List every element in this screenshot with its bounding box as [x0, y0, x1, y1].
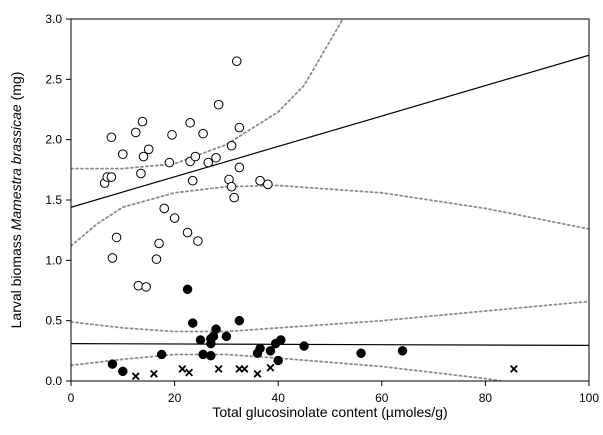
data-point-open-circle — [138, 151, 149, 162]
axes: 0 20 40 60 80 100 0.0 0.5 1.0 1.5 2.0 2.5 3.0 Total… — [8, 12, 599, 420]
data-point-open-circle — [137, 116, 148, 127]
data-point-cross — [131, 372, 140, 381]
data-point-filled-circle — [195, 335, 206, 345]
x-tick-label: 60 — [375, 391, 389, 405]
confidence-band-lower — [71, 184, 589, 247]
confidence-band-lower — [71, 353, 502, 381]
data-point-open-circle — [107, 253, 118, 263]
x-axis-label: Total glucosinolate content (µmoles/g) — [212, 404, 447, 420]
data-point-open-circle — [167, 130, 177, 140]
data-point-filled-circle — [156, 349, 167, 360]
y-axis-label: Larval biomass Mamestra brassicae (mg) — [8, 72, 24, 329]
data-point-open-circle — [198, 128, 208, 139]
regression-layer — [71, 19, 589, 381]
y-axis-label-prefix: Larval biomass — [8, 230, 24, 328]
data-point-open-circle — [154, 238, 164, 249]
data-point-open-circle — [226, 140, 237, 151]
x-tick-label: 40 — [272, 391, 286, 405]
data-point-open-circle — [151, 254, 162, 264]
y-axis-label-species: Mamestra brassicae — [8, 104, 24, 230]
data-point-cross — [253, 369, 262, 378]
data-point-open-circle — [118, 149, 128, 159]
data-point-filled-circle — [221, 331, 232, 342]
data-point-filled-circle — [187, 318, 198, 328]
data-point-cross — [214, 364, 223, 373]
y-tick-label: 0.5 — [45, 314, 62, 328]
x-tick-label: 20 — [168, 391, 182, 405]
data-points-layer — [99, 56, 518, 381]
x-tick-label: 80 — [479, 391, 493, 405]
y-tick-label: 2.0 — [45, 133, 62, 147]
confidence-band-upper — [71, 19, 344, 170]
y-tick-label: 1.0 — [45, 253, 62, 267]
y-tick-label: 3.0 — [45, 12, 62, 26]
data-point-filled-circle — [273, 355, 283, 366]
data-point-filled-circle — [198, 349, 208, 360]
data-point-open-circle — [164, 157, 175, 168]
data-point-filled-circle — [299, 341, 309, 351]
data-point-open-circle — [187, 175, 198, 186]
data-point-open-circle — [143, 144, 154, 155]
data-point-filled-circle — [211, 324, 221, 334]
data-point-open-circle — [229, 192, 239, 203]
y-axis-ticks: 0.0 0.5 1.0 1.5 2.0 2.5 3.0 — [45, 12, 71, 388]
data-point-cross — [266, 363, 275, 372]
data-point-open-circle — [130, 127, 141, 138]
data-point-filled-circle — [356, 348, 366, 358]
data-point-filled-circle — [276, 335, 286, 345]
data-point-filled-circle — [255, 343, 265, 354]
y-tick-label: 1.5 — [45, 193, 62, 207]
data-point-open-circle — [185, 117, 195, 128]
data-point-open-circle — [213, 99, 224, 110]
data-point-open-circle — [255, 175, 265, 186]
data-point-open-circle — [182, 227, 193, 238]
data-point-open-circle — [231, 56, 242, 67]
data-point-filled-circle — [182, 284, 193, 295]
data-point-filled-circle — [107, 359, 118, 369]
y-axis-label-unit: (mg) — [8, 72, 24, 105]
x-tick-label: 100 — [579, 391, 599, 405]
data-point-open-circle — [106, 172, 117, 182]
data-point-open-circle — [133, 280, 144, 291]
regression-line — [71, 54, 589, 208]
x-tick-label: 0 — [68, 391, 75, 405]
y-tick-label: 2.5 — [45, 72, 62, 86]
data-point-cross — [240, 364, 249, 373]
data-point-filled-circle — [234, 315, 245, 326]
data-point-open-circle — [136, 168, 146, 179]
data-point-filled-circle — [397, 346, 408, 356]
data-point-open-circle — [211, 152, 221, 163]
data-point-cross — [149, 369, 158, 378]
data-point-filled-circle — [206, 350, 216, 361]
data-point-open-circle — [190, 151, 201, 162]
confidence-band-upper — [71, 300, 589, 333]
data-point-open-circle — [141, 282, 151, 292]
y-tick-label: 0.0 — [45, 374, 62, 388]
data-point-open-circle — [234, 122, 245, 133]
data-point-cross — [509, 364, 518, 373]
data-point-open-circle — [111, 232, 122, 243]
data-point-filled-circle — [118, 366, 128, 377]
data-point-filled-circle — [265, 346, 276, 356]
data-point-open-circle — [203, 157, 214, 168]
x-axis-ticks: 0 20 40 60 80 100 — [68, 381, 599, 405]
data-point-open-circle — [193, 236, 203, 246]
data-point-open-circle — [263, 179, 273, 190]
data-point-open-circle — [226, 181, 237, 192]
data-point-cross — [178, 364, 187, 373]
regression-line — [71, 342, 589, 347]
data-point-open-circle — [234, 162, 245, 173]
data-point-open-circle — [159, 203, 170, 214]
data-point-open-circle — [106, 132, 117, 143]
data-point-open-circle — [169, 213, 180, 223]
data-point-cross — [185, 368, 194, 377]
